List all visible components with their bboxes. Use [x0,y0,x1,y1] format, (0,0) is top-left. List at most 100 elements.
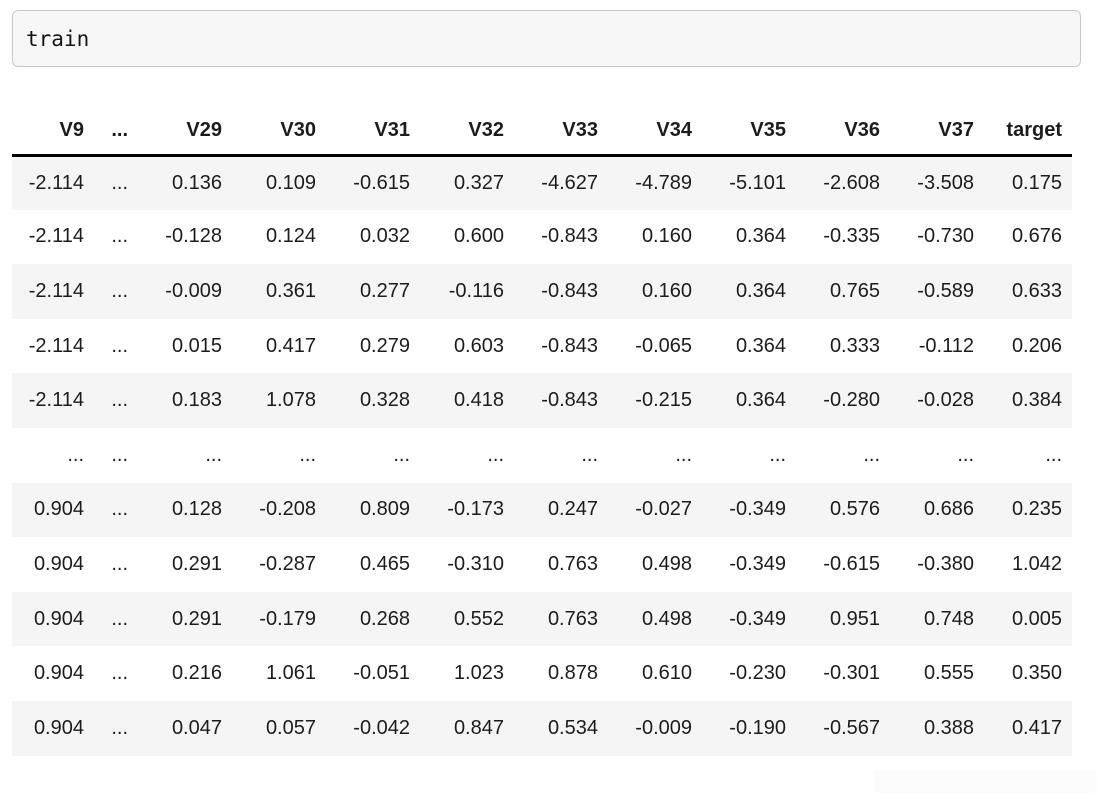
table-cell: 0.418 [453,389,504,412]
table-cell: -2.114 [28,389,84,412]
table-cell: 0.686 [923,498,974,521]
table-cell: -0.009 [635,716,692,739]
table-cell: -4.789 [635,171,692,194]
table-cell: 0.136 [171,171,222,194]
table-cell: -2.114 [28,225,84,248]
table-cell: 0.047 [171,716,222,739]
table-cell: -0.730 [917,225,974,248]
table-cell: 0.498 [641,552,692,575]
table-cell: ... [581,443,598,466]
code-cell-text: train [26,26,90,51]
table-cell: 0.291 [171,552,222,575]
table-cell: -0.349 [729,498,786,521]
table-cell: 0.247 [547,498,598,521]
table-cell: -0.615 [353,171,410,194]
table-cell: -2.114 [28,171,84,194]
table-cell: 0.333 [829,334,880,357]
table-cell: ... [111,716,128,739]
table-cell: ... [769,443,786,466]
table-cell: 0.765 [829,279,880,302]
table-cell: 0.610 [641,662,692,685]
table-cell: ... [67,443,84,466]
table-cell: 0.904 [33,498,84,521]
table-row: 0.904... 0.128 -0.208 0.809 -0.173 0.247 -0.02… [12,482,1072,538]
table-cell: 0.748 [923,607,974,630]
table-row: 0.904... 0.216 1.061 -0.051 1.023 0.878 0.610 -… [12,646,1072,701]
table-row: -2.114... 0.183 1.078 0.328 0.418 -0.843 -0.21… [12,373,1072,428]
table-cell: -0.843 [541,279,598,302]
table-cell: 0.809 [359,498,410,521]
table-cell: 0.600 [453,225,504,248]
table-cell: 0.552 [453,607,504,630]
table-cell: 0.005 [1011,607,1062,630]
table-row: -2.114... 0.136 0.109 -0.615 0.327 -4.627 -4.7… [12,155,1072,210]
table-cell: 1.023 [453,662,504,685]
table-cell: -0.843 [541,389,598,412]
table-cell: -0.280 [823,389,880,412]
table-cell: ... [205,443,222,466]
table-cell: ... [111,662,128,685]
table-cell: -0.009 [165,279,222,302]
table-cell: 0.160 [641,225,692,248]
table-cell: ... [111,171,128,194]
table-cell: -0.310 [447,552,504,575]
table-cell: 0.904 [33,552,84,575]
table-cell: 0.633 [1011,279,1062,302]
table-cell: 0.555 [923,662,974,685]
table-cell: 0.465 [359,552,410,575]
table-cell: -0.843 [541,334,598,357]
table-cell: ... [111,498,128,521]
table-cell: 0.235 [1011,498,1062,521]
table-cell: 0.576 [829,498,880,521]
table-cell: -0.287 [259,552,316,575]
table-cell: 0.364 [735,389,786,412]
table-cell: 0.327 [453,171,504,194]
table-cell: 0.603 [453,334,504,357]
table-cell: 0.268 [359,607,410,630]
table-cell: -0.116 [448,279,504,302]
table-cell: -0.173 [447,498,504,521]
table-cell: ... [111,334,128,357]
table-cell: ... [863,443,880,466]
table-cell: 0.279 [359,334,410,357]
column-header: V31 [316,108,410,157]
table-cell: 0.904 [33,716,84,739]
status-popup-placeholder [873,770,1097,793]
table-cell: 0.878 [547,662,598,685]
table-cell: 0.175 [1011,171,1062,194]
table-cell: 0.951 [829,607,880,630]
column-header: V34 [598,108,692,157]
column-header: V33 [504,108,598,157]
table-row: 0.904... 0.047 0.057 -0.042 0.847 0.534 -0.009… [12,700,1072,756]
table-cell: 0.361 [265,279,316,302]
table-cell: 0.417 [1011,716,1062,739]
table-cell: -0.335 [823,225,880,248]
column-header: V30 [222,108,316,157]
table-cell: 0.109 [265,171,316,194]
table-cell: ... [111,389,128,412]
table-cell: -0.349 [729,607,786,630]
table-cell: ... [111,607,128,630]
column-header: V9 [12,108,84,157]
column-header: V36 [786,108,880,157]
table-cell: ... [393,443,410,466]
table-cell: 0.388 [923,716,974,739]
table-cell: 0.277 [359,279,410,302]
table-cell: 0.763 [547,552,598,575]
table-cell: 0.498 [641,607,692,630]
table-cell: -2.114 [28,334,84,357]
column-header: target [974,108,1072,157]
table-cell: -0.380 [917,552,974,575]
table-cell: 0.384 [1011,389,1062,412]
table-cell: -3.508 [917,171,974,194]
table-row: -2.114... -0.128 0.124 0.032 0.600 -0.843 0.16… [12,210,1072,265]
table-cell: 0.124 [265,225,316,248]
table-cell: -2.114 [28,279,84,302]
column-header: V32 [410,108,504,157]
table-cell: -0.215 [635,389,692,412]
code-cell[interactable]: train [12,10,1081,67]
table-cell: -0.208 [259,498,316,521]
table-cell: -0.027 [635,498,692,521]
table-cell: -0.112 [918,334,974,357]
table-cell: 0.350 [1011,662,1062,685]
